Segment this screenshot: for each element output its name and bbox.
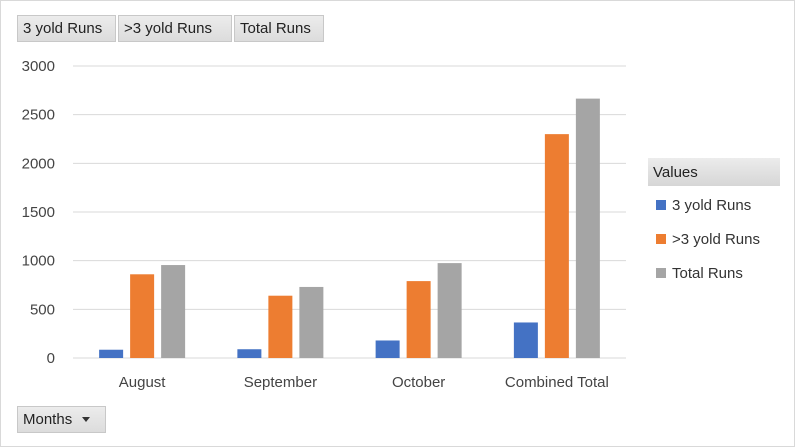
x-tick-label: Combined Total bbox=[505, 374, 609, 391]
field-button-label: 3 yold Runs bbox=[23, 20, 103, 37]
months-axis-field-button[interactable]: Months bbox=[17, 406, 106, 433]
x-tick-label: October bbox=[392, 374, 445, 391]
bar-august-series-0[interactable] bbox=[99, 349, 124, 358]
y-tick-label: 1000 bbox=[22, 253, 55, 270]
chevron-down-icon[interactable] bbox=[82, 417, 91, 422]
field-button-gt3-yold-runs[interactable]: >3 yold Runs bbox=[118, 15, 232, 42]
legend-title[interactable]: Values bbox=[648, 158, 780, 186]
legend-item-total-runs: Total Runs bbox=[656, 263, 743, 283]
legend-item-label: Total Runs bbox=[672, 264, 743, 282]
bar-combined-total-series-2[interactable] bbox=[575, 98, 600, 359]
legend-item-gt3-yold-runs: >3 yold Runs bbox=[656, 229, 760, 249]
x-tick-label: September bbox=[244, 374, 317, 391]
bar-combined-total-series-1[interactable] bbox=[544, 134, 569, 358]
y-tick-label: 1500 bbox=[22, 204, 55, 221]
bar-october-series-1[interactable] bbox=[406, 281, 431, 358]
months-button-label: Months bbox=[23, 411, 73, 428]
bar-august-series-1[interactable] bbox=[130, 274, 155, 358]
bar-october-series-0[interactable] bbox=[375, 340, 400, 358]
field-button-label: Total Runs bbox=[240, 20, 311, 37]
legend-swatch bbox=[656, 200, 666, 210]
legend-swatch bbox=[656, 234, 666, 244]
bar-october-series-2[interactable] bbox=[437, 263, 462, 358]
y-tick-label: 2000 bbox=[22, 155, 55, 172]
bar-september-series-2[interactable] bbox=[299, 286, 324, 358]
legend-item-label: 3 yold Runs bbox=[672, 196, 752, 214]
bar-august-series-2[interactable] bbox=[161, 265, 186, 358]
bar-september-series-1[interactable] bbox=[268, 295, 293, 358]
y-tick-label: 0 bbox=[47, 350, 55, 367]
x-tick-label: August bbox=[119, 374, 167, 391]
bar-combined-total-series-0[interactable] bbox=[513, 322, 538, 358]
legend-item-label: >3 yold Runs bbox=[672, 230, 760, 248]
chart-plot: 0 500 1000 1500 2000 2500 3000 August September… bbox=[22, 58, 626, 391]
field-button-label: >3 yold Runs bbox=[124, 20, 212, 37]
legend-title-label: Values bbox=[653, 163, 698, 181]
legend-swatch bbox=[656, 268, 666, 278]
bar-september-series-0[interactable] bbox=[237, 349, 262, 358]
field-button-3-yold-runs[interactable]: 3 yold Runs bbox=[17, 15, 116, 42]
field-button-total-runs[interactable]: Total Runs bbox=[234, 15, 324, 42]
legend-item-3-yold-runs: 3 yold Runs bbox=[656, 195, 751, 215]
y-tick-label: 2500 bbox=[22, 107, 55, 124]
y-tick-label: 500 bbox=[30, 301, 55, 318]
y-tick-label: 3000 bbox=[22, 58, 55, 75]
